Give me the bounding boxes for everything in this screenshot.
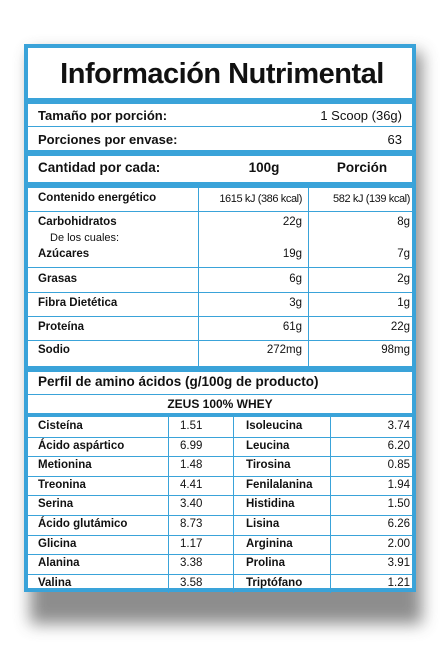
product-name: ZEUS 100% WHEY <box>167 397 273 411</box>
column-line <box>330 417 331 594</box>
amino-name: Ácido glutámico <box>38 518 128 530</box>
amino-value: 3.74 <box>387 420 410 432</box>
carbs-100g: 22g <box>282 216 302 228</box>
nutrient-portion: 1g <box>397 297 410 309</box>
nutrient-portion: 98mg <box>381 344 410 356</box>
amino-name: Isoleucina <box>246 420 303 432</box>
nutrient-label: Grasas <box>38 273 78 285</box>
carbs-label: Carbohidratos <box>38 216 117 228</box>
amino-name: Treonina <box>38 478 86 491</box>
nutrient-label: Fibra Dietética <box>38 297 118 309</box>
nutrient-label: Azúcares <box>38 248 90 260</box>
divider <box>28 267 412 268</box>
divider <box>28 316 412 317</box>
divider <box>28 340 412 341</box>
amino-value: 4.41 <box>180 478 203 491</box>
section-divider <box>28 366 412 372</box>
amino-value: 6.26 <box>387 518 410 530</box>
nutrient-100g: 3g <box>289 297 302 309</box>
amino-name: Lisina <box>246 518 280 530</box>
amino-name: Cisteína <box>38 420 83 432</box>
energy-portion: 582 kJ (139 kcal) <box>333 193 410 205</box>
amino-value: 1.50 <box>387 498 410 511</box>
amino-name: Fenilalanina <box>246 478 313 491</box>
amino-title: Perfil de amino ácidos (g/100g de produc… <box>38 374 319 389</box>
amino-value: 1.51 <box>180 420 203 432</box>
divider <box>28 211 412 212</box>
nutrient-portion: 2g <box>397 273 410 285</box>
amino-name: Arginina <box>246 537 293 550</box>
divider <box>28 475 412 477</box>
amino-name: Valina <box>38 576 72 589</box>
title-divider <box>28 98 412 104</box>
amino-name: Serina <box>38 498 74 511</box>
column-line <box>233 417 234 594</box>
amino-value: 6.20 <box>387 439 410 452</box>
amino-name: Leucina <box>246 439 290 452</box>
nutrient-100g: 61g <box>282 321 302 333</box>
amino-name: Histidina <box>246 498 295 511</box>
section-divider <box>28 413 412 417</box>
amino-name: Alanina <box>38 557 80 570</box>
nutrition-label: Información Nutrimental Tamaño por porci… <box>24 44 416 594</box>
label-title: Información Nutrimental <box>60 58 384 90</box>
nutrient-100g: 6g <box>289 273 302 285</box>
divider <box>28 456 412 458</box>
nutrient-label: Proteína <box>38 321 85 333</box>
amino-name: Tirosina <box>246 459 291 472</box>
column-100g-header: 100g <box>248 160 280 175</box>
amino-name: Prolina <box>246 557 285 570</box>
divider <box>28 554 412 556</box>
nutrient-100g: 272mg <box>266 344 302 356</box>
nutrient-label: Sodio <box>38 344 70 356</box>
column-line <box>168 417 169 594</box>
divider <box>28 534 412 536</box>
servings-per-container-value: 63 <box>387 132 402 147</box>
amino-name: Ácido aspártico <box>38 439 125 452</box>
amino-value: 1.21 <box>387 576 410 589</box>
divider <box>28 436 412 438</box>
amino-name: Metionina <box>38 459 92 472</box>
amino-name: Glicina <box>38 537 77 550</box>
amino-value: 3.91 <box>387 557 410 570</box>
amino-value: 3.58 <box>180 576 203 589</box>
amount-per-label: Cantidad por cada: <box>38 160 161 175</box>
amino-value: 8.73 <box>180 518 203 530</box>
divider <box>28 394 412 395</box>
column-line <box>198 188 199 368</box>
amino-value: 6.99 <box>180 439 203 452</box>
column-portion-header: Porción <box>336 160 388 175</box>
divider <box>28 515 412 516</box>
servings-per-container-label: Porciones por envase: <box>38 132 178 147</box>
section-divider <box>28 150 412 156</box>
amino-value: 2.00 <box>387 537 410 550</box>
serving-size-label: Tamaño por porción: <box>38 108 168 123</box>
divider <box>28 495 412 497</box>
nutrient-portion: 22g <box>390 321 410 333</box>
carbs-portion: 8g <box>397 216 410 228</box>
divider <box>28 573 412 575</box>
section-divider <box>28 182 412 188</box>
energy-label: Contenido energético <box>38 192 157 204</box>
divider <box>28 126 412 127</box>
amino-value: 1.17 <box>180 537 203 550</box>
amino-name: Triptófano <box>246 576 303 589</box>
nutrient-100g: 19g <box>282 248 302 260</box>
divider <box>28 292 412 293</box>
carbs-sub-label: De los cuales: <box>50 232 120 244</box>
amino-value: 3.38 <box>180 557 203 570</box>
nutrient-portion: 7g <box>397 248 410 260</box>
energy-100g: 1615 kJ (386 kcal) <box>219 193 302 205</box>
amino-value: 1.48 <box>180 459 203 472</box>
amino-value: 1.94 <box>387 478 410 491</box>
amino-value: 3.40 <box>180 498 203 511</box>
amino-value: 0.85 <box>387 459 410 472</box>
column-line <box>308 188 309 368</box>
serving-size-value: 1 Scoop (36g) <box>320 108 402 123</box>
